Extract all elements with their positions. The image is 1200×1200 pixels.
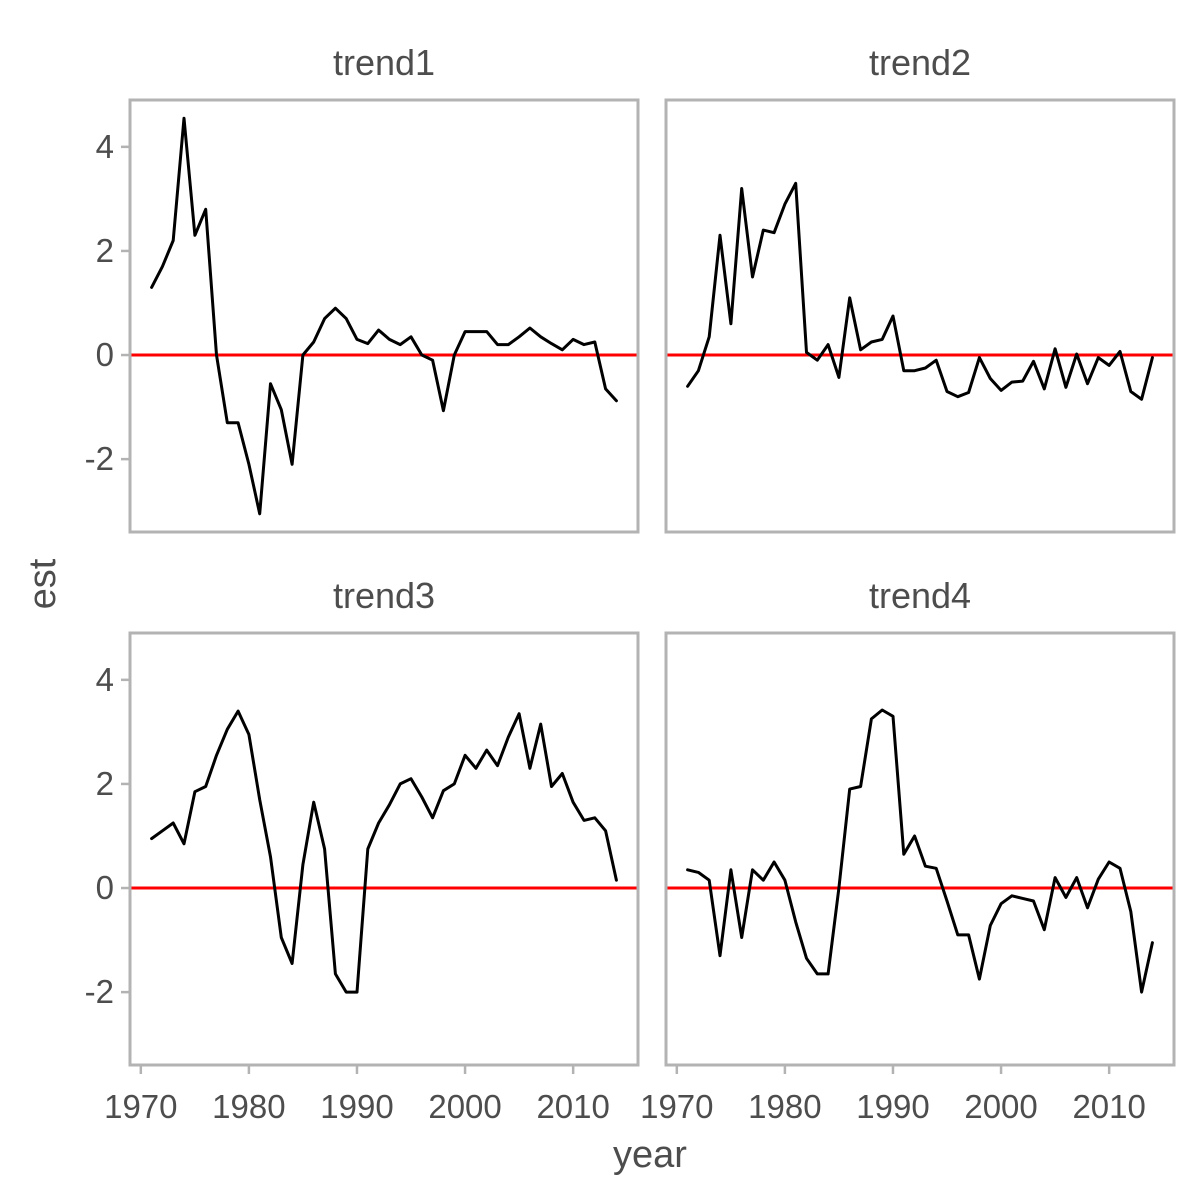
x-tick-label: 2010 bbox=[1072, 1088, 1145, 1125]
panel-border bbox=[128, 98, 640, 534]
panel-trend1: trend1 -2 0 2 4 bbox=[85, 42, 640, 534]
y-tick-label: 2 bbox=[96, 765, 114, 802]
y-tick-label: 0 bbox=[96, 869, 114, 906]
panel-title-trend1: trend1 bbox=[333, 42, 435, 83]
y-tick-label: 4 bbox=[96, 661, 114, 698]
series-line-trend3 bbox=[150, 709, 618, 994]
x-tick-label: 1970 bbox=[640, 1088, 713, 1125]
panel-border bbox=[664, 631, 1176, 1067]
y-tick-label: -2 bbox=[85, 440, 114, 477]
series-line-trend4 bbox=[686, 708, 1154, 994]
y-tick-label: 2 bbox=[96, 232, 114, 269]
panel-trend2: trend2 bbox=[664, 42, 1176, 534]
series-line-trend1 bbox=[150, 116, 618, 516]
x-tick-label: 1980 bbox=[748, 1088, 821, 1125]
y-tick-label: 4 bbox=[96, 128, 114, 165]
x-tick-label: 1970 bbox=[104, 1088, 177, 1125]
x-tick-label: 2000 bbox=[964, 1088, 1037, 1125]
series-line-trend2 bbox=[686, 181, 1154, 401]
panel-title-trend2: trend2 bbox=[869, 42, 971, 83]
x-tick-label: 1980 bbox=[212, 1088, 285, 1125]
x-axis-title: year bbox=[613, 1134, 687, 1176]
panel-trend4: trend4 1970 1980 1990 2000 2010 bbox=[640, 575, 1176, 1125]
y-tick-label: 0 bbox=[96, 336, 114, 373]
y-tick-label: -2 bbox=[85, 973, 114, 1010]
x-tick-label: 1990 bbox=[320, 1088, 393, 1125]
panel-title-trend3: trend3 bbox=[333, 575, 435, 616]
panel-border bbox=[664, 98, 1176, 534]
panel-title-trend4: trend4 bbox=[869, 575, 971, 616]
x-tick-label: 1990 bbox=[856, 1088, 929, 1125]
x-tick-label: 2000 bbox=[428, 1088, 501, 1125]
y-axis-title: est bbox=[22, 558, 64, 609]
panel-border bbox=[128, 631, 640, 1067]
x-tick-label: 2010 bbox=[536, 1088, 609, 1125]
panel-trend3: trend3 -2 0 2 4 1970 1980 1990 2000 2010 bbox=[85, 575, 640, 1125]
